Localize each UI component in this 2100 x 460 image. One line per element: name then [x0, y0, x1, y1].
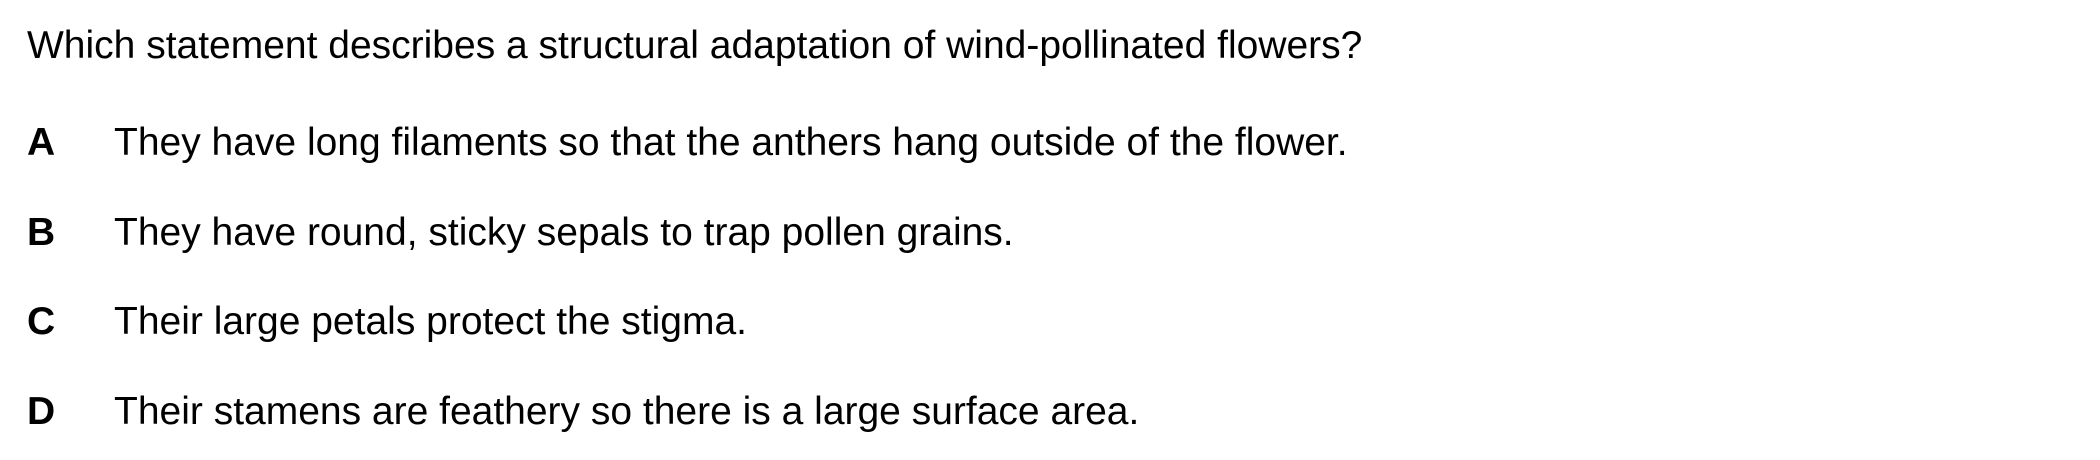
option-text: Their large petals protect the stigma. [114, 300, 747, 343]
option-letter: A [27, 121, 56, 164]
option-text: They have long filaments so that the ant… [114, 121, 1348, 164]
option-text: They have round, sticky sepals to trap p… [114, 211, 1014, 254]
option-letter: C [27, 300, 56, 343]
option-letter: D [27, 390, 56, 433]
option-letter: B [27, 211, 56, 254]
option-text: Their stamens are feathery so there is a… [114, 390, 1140, 433]
question-stem: Which statement describes a structural a… [27, 24, 1363, 67]
